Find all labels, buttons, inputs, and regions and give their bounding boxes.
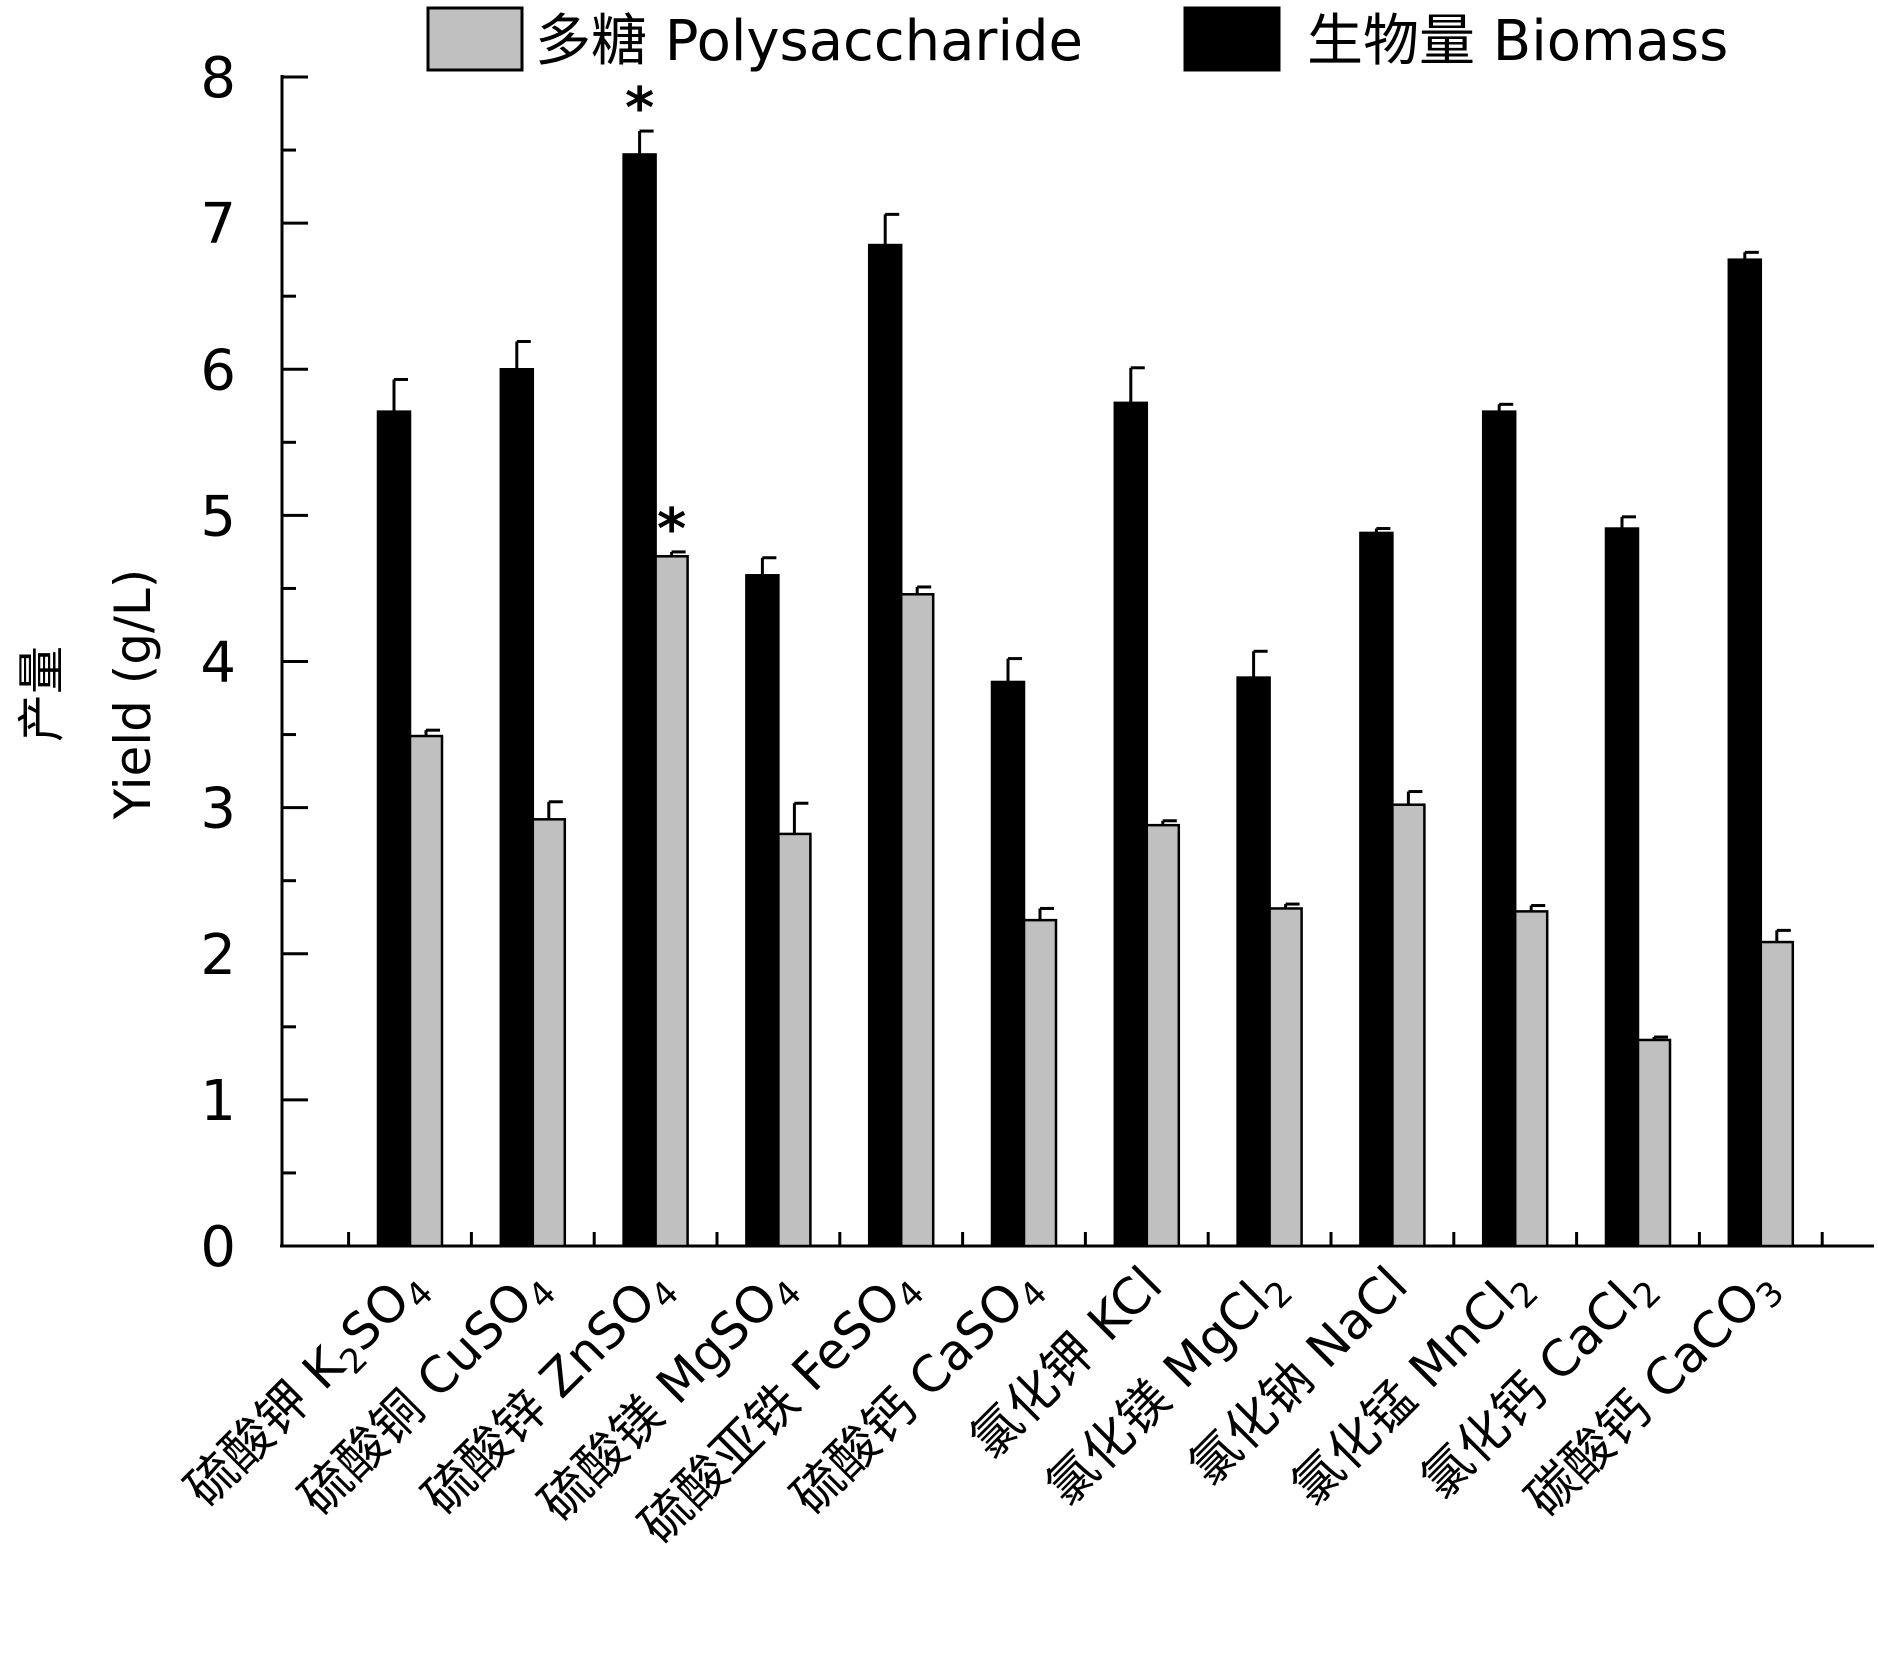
- y-tick-label: 3: [200, 777, 236, 842]
- biomass-bar: [1604, 527, 1640, 1248]
- biomass-bar: [867, 243, 903, 1248]
- biomass-bar: [990, 680, 1026, 1248]
- polysaccharide-bar: [654, 555, 689, 1248]
- y-tick-label: 5: [200, 484, 236, 549]
- biomass-bar: [1727, 258, 1763, 1248]
- polysaccharide-bar: [1759, 940, 1795, 1248]
- y-axis-label: Yield (g/L): [104, 569, 162, 820]
- biomass-bar: [376, 410, 412, 1248]
- y-axis-label-zh: 产量: [14, 646, 70, 742]
- polysaccharide-bar: [408, 734, 444, 1248]
- y-tick-label: 4: [200, 631, 236, 696]
- biomass-bar: [1481, 410, 1517, 1248]
- legend: 多糖 Polysaccharide 生物量 Biomass: [426, 6, 1728, 74]
- biomass-bar: [622, 153, 657, 1248]
- polysaccharide-bar: [531, 818, 567, 1248]
- polysaccharide-bar: [899, 593, 935, 1248]
- biomass-bar: [499, 368, 535, 1248]
- significance-star: *: [625, 76, 654, 141]
- legend-label-biomass: 生物量 Biomass: [1307, 9, 1728, 74]
- biomass-bar: [1113, 401, 1149, 1248]
- y-tick-label: 1: [200, 1069, 236, 1134]
- legend-label-polysaccharide: 多糖 Polysaccharide: [535, 9, 1083, 74]
- biomass-bar: [1359, 531, 1394, 1248]
- polysaccharide-bar: [1391, 803, 1426, 1248]
- polysaccharide-bar: [1022, 918, 1058, 1248]
- polysaccharide-bar: [1636, 1038, 1672, 1248]
- polysaccharide-bar: [1145, 823, 1181, 1248]
- polysaccharide-bar: [1268, 907, 1303, 1248]
- legend-swatch-biomass: [1183, 6, 1281, 72]
- polysaccharide-bar: [1513, 910, 1549, 1248]
- y-tick-label: 6: [200, 338, 236, 403]
- biomass-bar: [745, 574, 780, 1248]
- biomass-bar: [1236, 676, 1271, 1248]
- y-tick-label: 2: [200, 923, 236, 988]
- y-tick-label: 7: [200, 192, 236, 257]
- legend-swatch-polysaccharide: [426, 6, 524, 72]
- polysaccharide-bar: [777, 832, 812, 1248]
- significance-star: *: [657, 497, 686, 562]
- y-tick-label: 8: [200, 46, 236, 111]
- bars-group: [376, 129, 1795, 1248]
- y-tick-label: 0: [200, 1215, 236, 1280]
